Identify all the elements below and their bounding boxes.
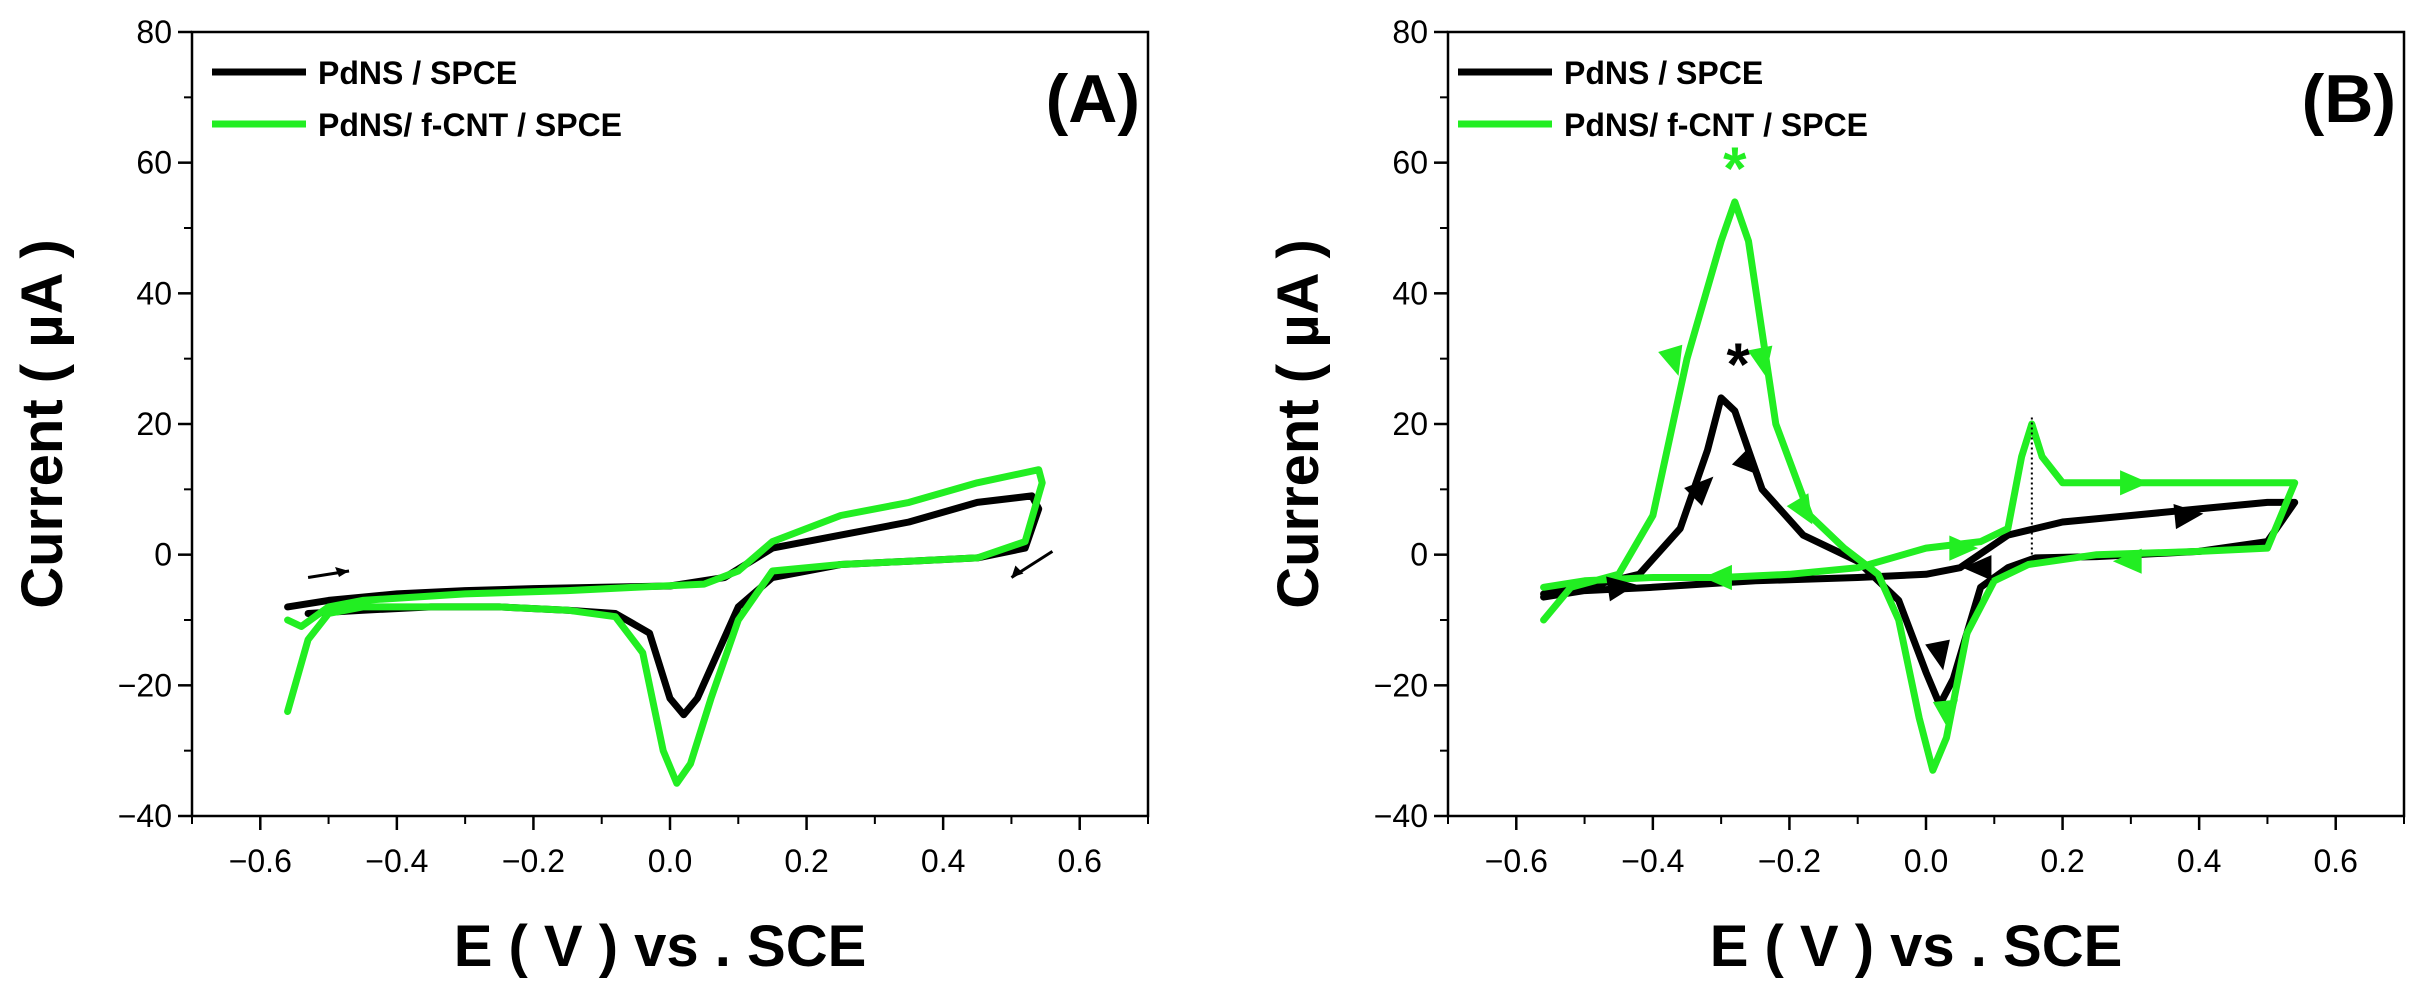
y-tick-label: 20: [1392, 406, 1428, 442]
scan-arrowhead-reverse: [1011, 565, 1024, 578]
direction-arrowhead: [1925, 639, 1950, 671]
y-tick-label: 0: [1410, 537, 1428, 573]
direction-arrowhead: [2120, 470, 2149, 496]
scan-arrowhead-forward: [335, 567, 350, 577]
y-tick-label: 40: [1392, 275, 1428, 311]
y-axis-title: Current ( µA ): [10, 239, 75, 609]
y-tick-label: −40: [1374, 798, 1428, 834]
y-tick-label: −20: [1374, 667, 1428, 703]
x-axis-title: E ( V ) vs . SCE: [1710, 914, 2123, 979]
x-tick-label: 0.0: [648, 843, 692, 879]
x-tick-label: 0.4: [921, 843, 965, 879]
series-line-pdns: [1540, 394, 2299, 709]
peak-star-black: *: [1727, 331, 1751, 398]
y-tick-label: 80: [1392, 14, 1428, 50]
x-tick-label: −0.4: [365, 843, 428, 879]
direction-arrowhead: [1658, 344, 1683, 376]
direction-arrowhead: [1949, 535, 1979, 561]
series-line-pdns-fcnt: [284, 466, 1046, 787]
x-tick-label: −0.4: [1621, 843, 1684, 879]
x-tick-label: −0.6: [1485, 843, 1548, 879]
x-tick-label: 0.2: [784, 843, 828, 879]
x-axis-title: E ( V ) vs . SCE: [454, 914, 867, 979]
y-tick-label: 60: [136, 145, 172, 181]
direction-arrowhead: [1684, 476, 1714, 506]
direction-arrowhead: [2112, 548, 2142, 574]
panel-label: (B): [2302, 61, 2396, 137]
direction-arrowhead: [1606, 576, 1637, 602]
direction-arrowhead: [2173, 504, 2204, 530]
direction-arrowhead: [1703, 564, 1732, 591]
series-line-pdns-fcnt: [1540, 198, 2299, 774]
x-tick-label: −0.2: [502, 843, 565, 879]
direction-arrowhead: [1731, 446, 1762, 476]
x-tick-label: 0.6: [2313, 843, 2357, 879]
y-tick-label: 40: [136, 275, 172, 311]
x-tick-label: 0.6: [1057, 843, 1101, 879]
x-tick-label: 0.0: [1904, 843, 1948, 879]
y-axis-title: Current ( µA ): [1266, 239, 1331, 609]
peak-star-green: *: [1723, 135, 1747, 202]
x-tick-label: 0.4: [2177, 843, 2221, 879]
direction-arrowhead: [1786, 493, 1813, 525]
y-tick-label: 0: [154, 537, 172, 573]
legend-label: PdNS / SPCE: [318, 55, 517, 91]
x-tick-label: −0.6: [229, 843, 292, 879]
direction-arrowhead: [1747, 345, 1773, 377]
panel-b: −0.6 −0.4 −0.2 0.0 0.2 0.4 0.6 −40 −20 0 20 40 60 80 E…: [1266, 14, 2406, 979]
y-tick-label: −20: [118, 667, 172, 703]
direction-arrowhead: [1962, 555, 1992, 581]
y-tick-label: 60: [1392, 145, 1428, 181]
y-tick-label: −40: [118, 798, 172, 834]
legend-label: PdNS/ f-CNT / SPCE: [1564, 107, 1868, 143]
plot-frame: [1446, 30, 2406, 818]
y-tick-label: 20: [136, 406, 172, 442]
x-tick-label: −0.2: [1758, 843, 1821, 879]
x-tick-label: 0.2: [2040, 843, 2084, 879]
legend-label: PdNS / SPCE: [1564, 55, 1763, 91]
panel-a: −0.6 −0.4 −0.2 0.0 0.2 0.4 0.6 −40 −20 0 20 40 60 80 E…: [10, 14, 1150, 979]
y-tick-label: 80: [136, 14, 172, 50]
legend-label: PdNS/ f-CNT / SPCE: [318, 107, 622, 143]
direction-arrowhead: [1932, 699, 1958, 730]
panel-label: (A): [1046, 61, 1140, 137]
